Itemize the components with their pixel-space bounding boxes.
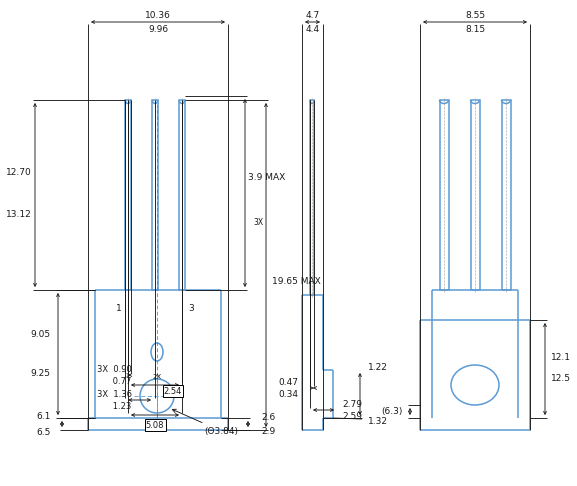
Text: (Θ3.84): (Θ3.84) bbox=[173, 409, 238, 435]
Text: 9.96: 9.96 bbox=[148, 24, 168, 34]
Bar bbox=[125, 100, 131, 290]
Text: 2.9: 2.9 bbox=[261, 427, 275, 435]
Text: 1.23: 1.23 bbox=[98, 401, 132, 411]
Text: 2.54: 2.54 bbox=[164, 386, 182, 396]
Text: 3X  1.36: 3X 1.36 bbox=[98, 389, 132, 399]
Text: 2.79: 2.79 bbox=[342, 399, 362, 409]
Text: 12.70: 12.70 bbox=[6, 168, 32, 177]
Bar bbox=[501, 100, 511, 290]
Text: 1.22: 1.22 bbox=[368, 363, 388, 371]
Text: 2.6: 2.6 bbox=[261, 413, 275, 421]
Text: 12.1: 12.1 bbox=[551, 353, 571, 362]
Text: 0.77: 0.77 bbox=[98, 377, 132, 385]
Text: 2X: 2X bbox=[152, 374, 162, 380]
Text: 4.7: 4.7 bbox=[305, 11, 320, 19]
Text: 0.34: 0.34 bbox=[278, 389, 298, 399]
Text: 6.5: 6.5 bbox=[37, 428, 51, 436]
Text: 3: 3 bbox=[188, 303, 194, 312]
Text: 9.25: 9.25 bbox=[30, 369, 50, 378]
Text: (6.3): (6.3) bbox=[381, 407, 403, 416]
Bar bbox=[310, 100, 314, 295]
Text: 8.15: 8.15 bbox=[465, 24, 485, 34]
Text: 3X: 3X bbox=[253, 218, 263, 226]
Bar bbox=[470, 100, 479, 290]
Text: 9.05: 9.05 bbox=[30, 330, 50, 339]
Text: 1.32: 1.32 bbox=[368, 417, 388, 426]
Text: 10.36: 10.36 bbox=[145, 11, 171, 19]
Bar bbox=[152, 100, 158, 290]
Text: 5.08: 5.08 bbox=[146, 420, 164, 430]
Text: 1: 1 bbox=[116, 303, 122, 312]
Text: 2.59: 2.59 bbox=[342, 412, 362, 420]
Text: 6.1: 6.1 bbox=[37, 412, 51, 420]
Text: 19.65 MAX: 19.65 MAX bbox=[272, 277, 320, 286]
Text: 13.12: 13.12 bbox=[6, 209, 32, 219]
Text: 3X  0.90: 3X 0.90 bbox=[98, 364, 132, 374]
Text: 0.47: 0.47 bbox=[278, 378, 298, 386]
Bar bbox=[440, 100, 448, 290]
Text: 8.55: 8.55 bbox=[465, 11, 485, 19]
Text: 3.9 MAX: 3.9 MAX bbox=[248, 173, 286, 182]
Bar bbox=[179, 100, 185, 290]
Text: 4.4: 4.4 bbox=[305, 24, 320, 34]
Text: 12.5: 12.5 bbox=[551, 374, 571, 383]
